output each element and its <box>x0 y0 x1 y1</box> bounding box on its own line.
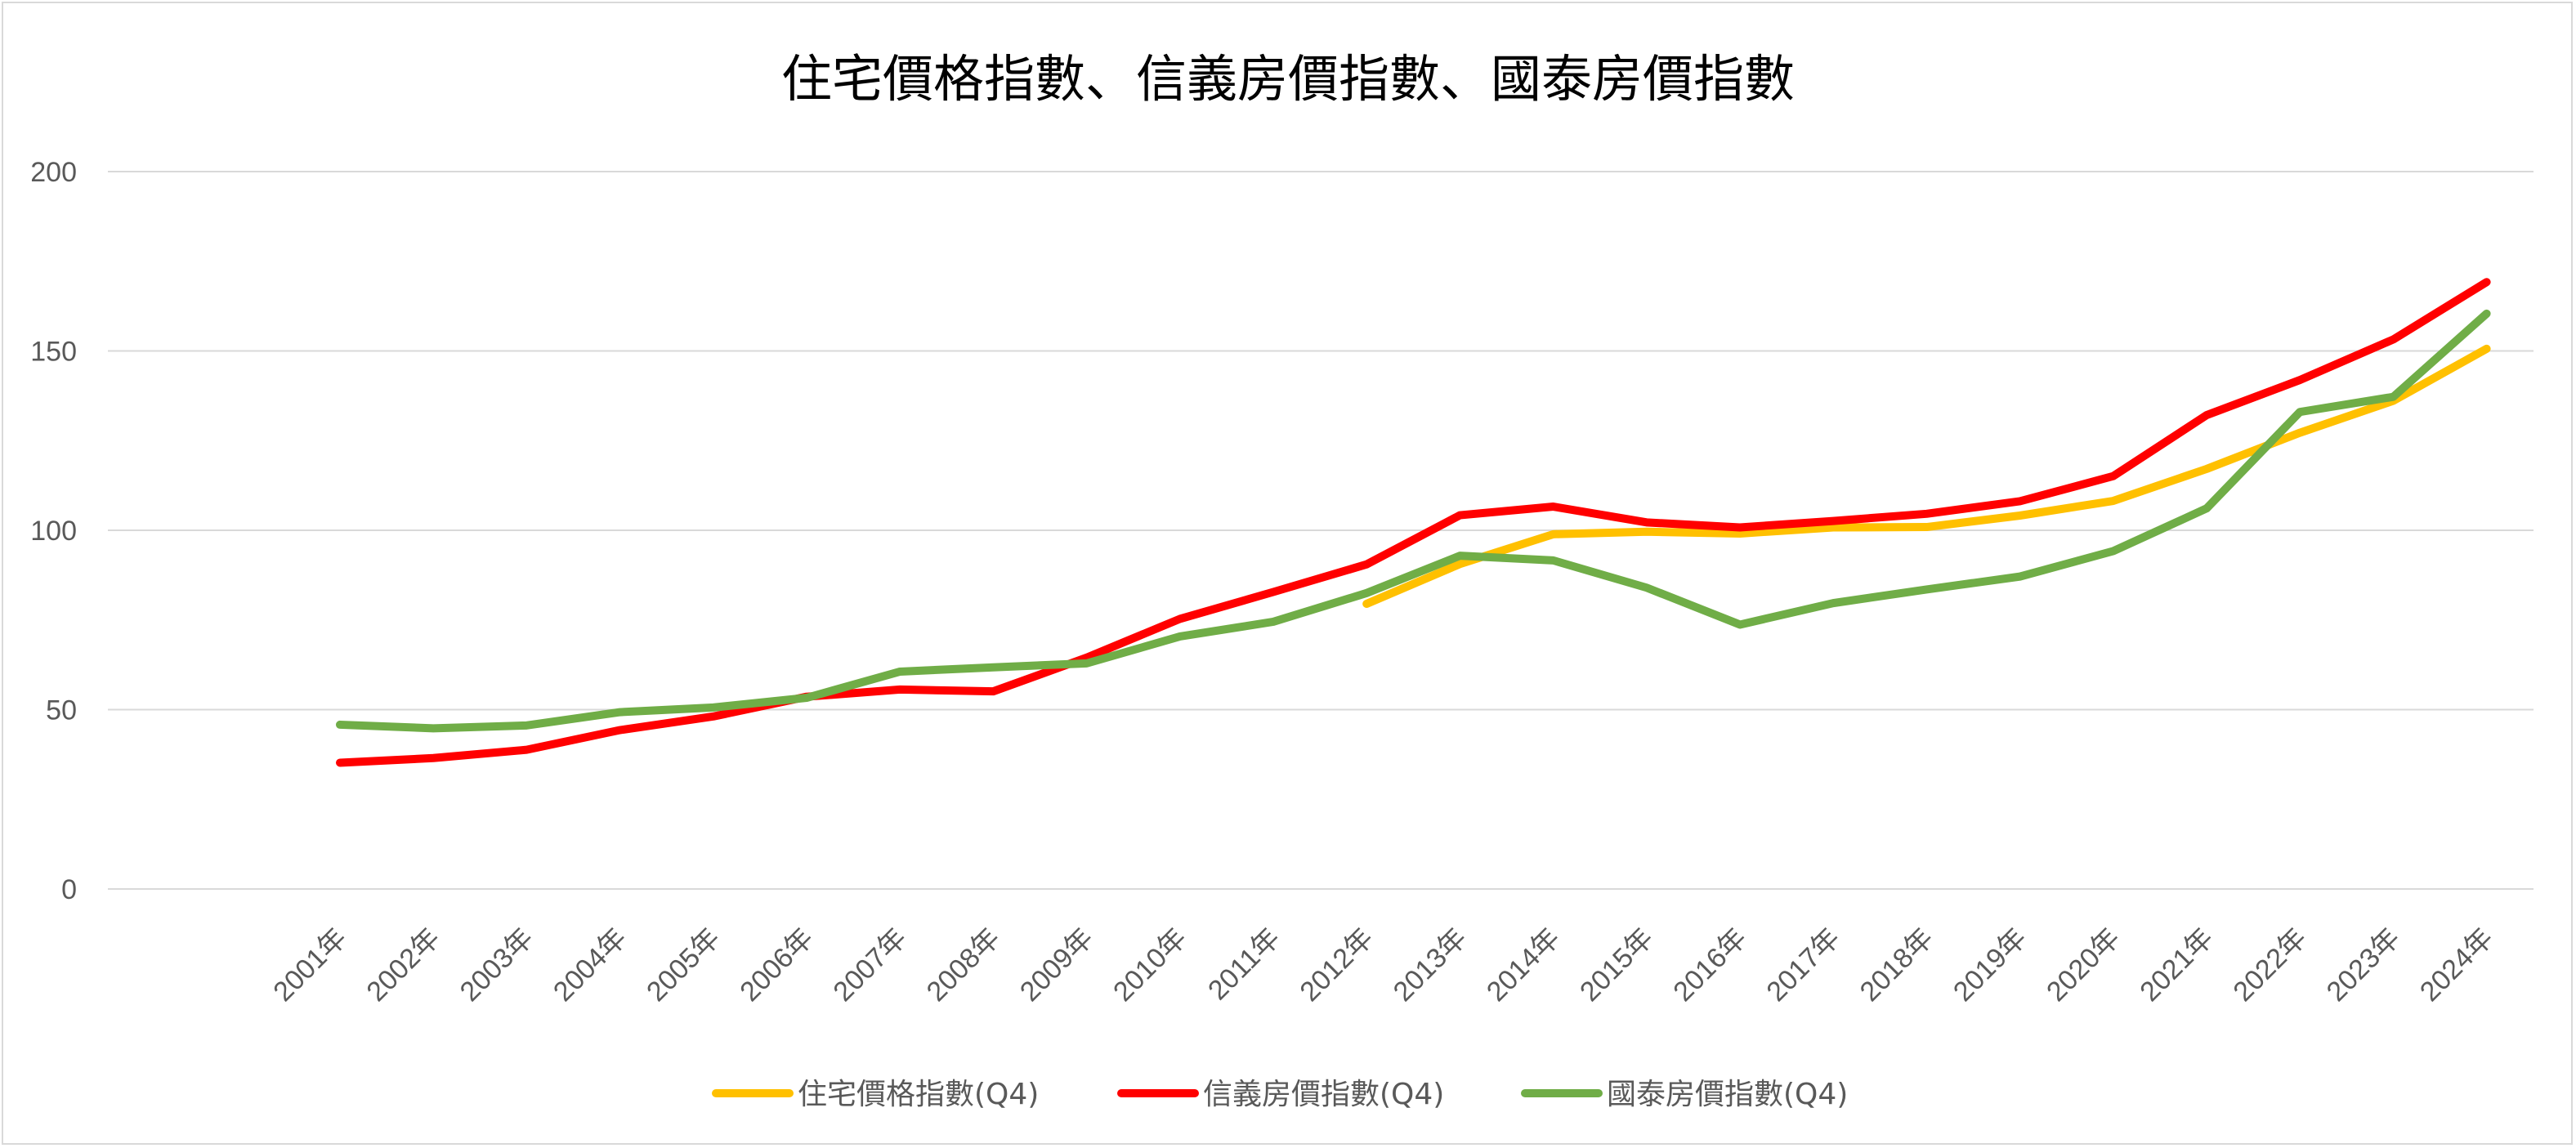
x-tick-label: 2017年 <box>1760 922 1845 1007</box>
data-point <box>336 721 344 729</box>
data-point <box>709 712 718 721</box>
series-line-0 <box>1362 344 2491 608</box>
chart-title: 住宅價格指數、信義房價指數、國泰房價指數 <box>781 49 1795 109</box>
data-point <box>1176 632 1184 641</box>
data-point <box>1362 600 1371 608</box>
x-tick-label: 2004年 <box>548 922 633 1007</box>
x-tick-label: 2012年 <box>1294 922 1379 1007</box>
data-point <box>2109 547 2118 555</box>
data-point <box>2389 335 2397 343</box>
data-point <box>1269 588 1277 596</box>
data-point <box>1362 561 1371 569</box>
data-point <box>1362 589 1371 597</box>
x-tick-label: 2010年 <box>1107 922 1192 1007</box>
y-axis-ticks: 0 50 100 150 200 <box>30 157 77 905</box>
gridlines <box>108 171 2534 890</box>
x-tick-label: 2016年 <box>1667 922 1752 1007</box>
y-tick-label: 200 <box>30 157 77 188</box>
data-point <box>2296 376 2304 384</box>
x-tick-label: 2013年 <box>1388 922 1473 1007</box>
data-point <box>989 687 997 695</box>
x-tick-label: 2007年 <box>827 922 912 1007</box>
data-point <box>2483 278 2491 286</box>
data-point <box>2109 497 2118 505</box>
y-tick-label: 0 <box>61 874 77 905</box>
x-tick-label: 2005年 <box>641 922 726 1007</box>
data-point <box>1269 618 1277 626</box>
x-tick-label: 2018年 <box>1854 922 1939 1007</box>
data-point <box>1922 585 1930 593</box>
data-point <box>2016 497 2024 505</box>
data-point <box>2389 393 2397 401</box>
data-point <box>1176 614 1184 623</box>
x-axis-ticks: 2001年 2002年 2003年 2004年 2005年 2006年 2007年 2008年… <box>267 922 2499 1007</box>
x-tick-label: 2006年 <box>734 922 819 1007</box>
data-point <box>1550 530 1558 538</box>
data-point <box>1550 503 1558 511</box>
data-point <box>896 686 904 694</box>
data-point <box>2203 465 2211 473</box>
data-point <box>1736 620 1744 628</box>
data-point <box>989 663 997 672</box>
x-tick-label: 2023年 <box>2321 922 2406 1007</box>
data-point <box>803 694 811 702</box>
x-tick-label: 2014年 <box>1481 922 1566 1007</box>
data-point <box>1829 517 1837 525</box>
data-point <box>2483 310 2491 318</box>
data-point <box>1643 528 1651 536</box>
data-point <box>2016 573 2024 581</box>
x-tick-label: 2015年 <box>1574 922 1659 1007</box>
data-point <box>429 724 437 732</box>
data-point <box>2016 511 2024 520</box>
data-point <box>2203 411 2211 419</box>
data-point <box>522 721 530 730</box>
legend-label: 住宅價格指數(Q4) <box>798 1078 1039 1111</box>
x-tick-label: 2011年 <box>1202 922 1286 1007</box>
data-point <box>709 704 718 712</box>
data-point <box>1083 659 1091 668</box>
data-point <box>2483 345 2491 353</box>
data-point <box>2296 408 2304 416</box>
data-point <box>1643 583 1651 592</box>
data-point <box>1456 552 1464 560</box>
x-tick-label: 2022年 <box>2227 922 2312 1007</box>
data-point <box>1736 523 1744 531</box>
x-tick-label: 2009年 <box>1014 922 1099 1007</box>
data-point <box>616 708 624 717</box>
x-tick-label: 2020年 <box>2041 922 2126 1007</box>
x-tick-label: 2001年 <box>267 922 352 1007</box>
legend-label: 國泰房價指數(Q4) <box>1607 1078 1848 1111</box>
data-point <box>2203 504 2211 512</box>
data-point <box>896 668 904 676</box>
x-tick-label: 2002年 <box>360 922 445 1007</box>
data-point <box>1643 518 1651 526</box>
data-point <box>1456 511 1464 520</box>
data-point <box>522 746 530 754</box>
series-lines <box>336 278 2491 767</box>
x-tick-label: 2019年 <box>1948 922 2033 1007</box>
x-tick-label: 2024年 <box>2414 922 2499 1007</box>
data-point <box>1922 523 1930 531</box>
y-tick-label: 100 <box>30 516 77 547</box>
legend-label: 信義房價指數(Q4) <box>1203 1078 1444 1111</box>
series-line-1 <box>336 278 2491 767</box>
legend: 住宅價格指數(Q4) 信義房價指數(Q4) 國泰房價指數(Q4) <box>712 1078 1848 1111</box>
data-point <box>1922 510 1930 518</box>
x-tick-label: 2003年 <box>454 922 539 1007</box>
data-point <box>336 758 344 766</box>
x-tick-label: 2008年 <box>921 922 1006 1007</box>
data-point <box>429 754 437 762</box>
series-line-2 <box>336 309 2491 733</box>
data-point <box>2296 429 2304 437</box>
data-point <box>1550 556 1558 565</box>
y-tick-label: 50 <box>46 695 77 726</box>
data-point <box>616 726 624 735</box>
data-point <box>1829 599 1837 607</box>
y-tick-label: 150 <box>30 337 77 368</box>
data-point <box>2109 472 2118 480</box>
x-tick-label: 2021年 <box>2134 922 2219 1007</box>
